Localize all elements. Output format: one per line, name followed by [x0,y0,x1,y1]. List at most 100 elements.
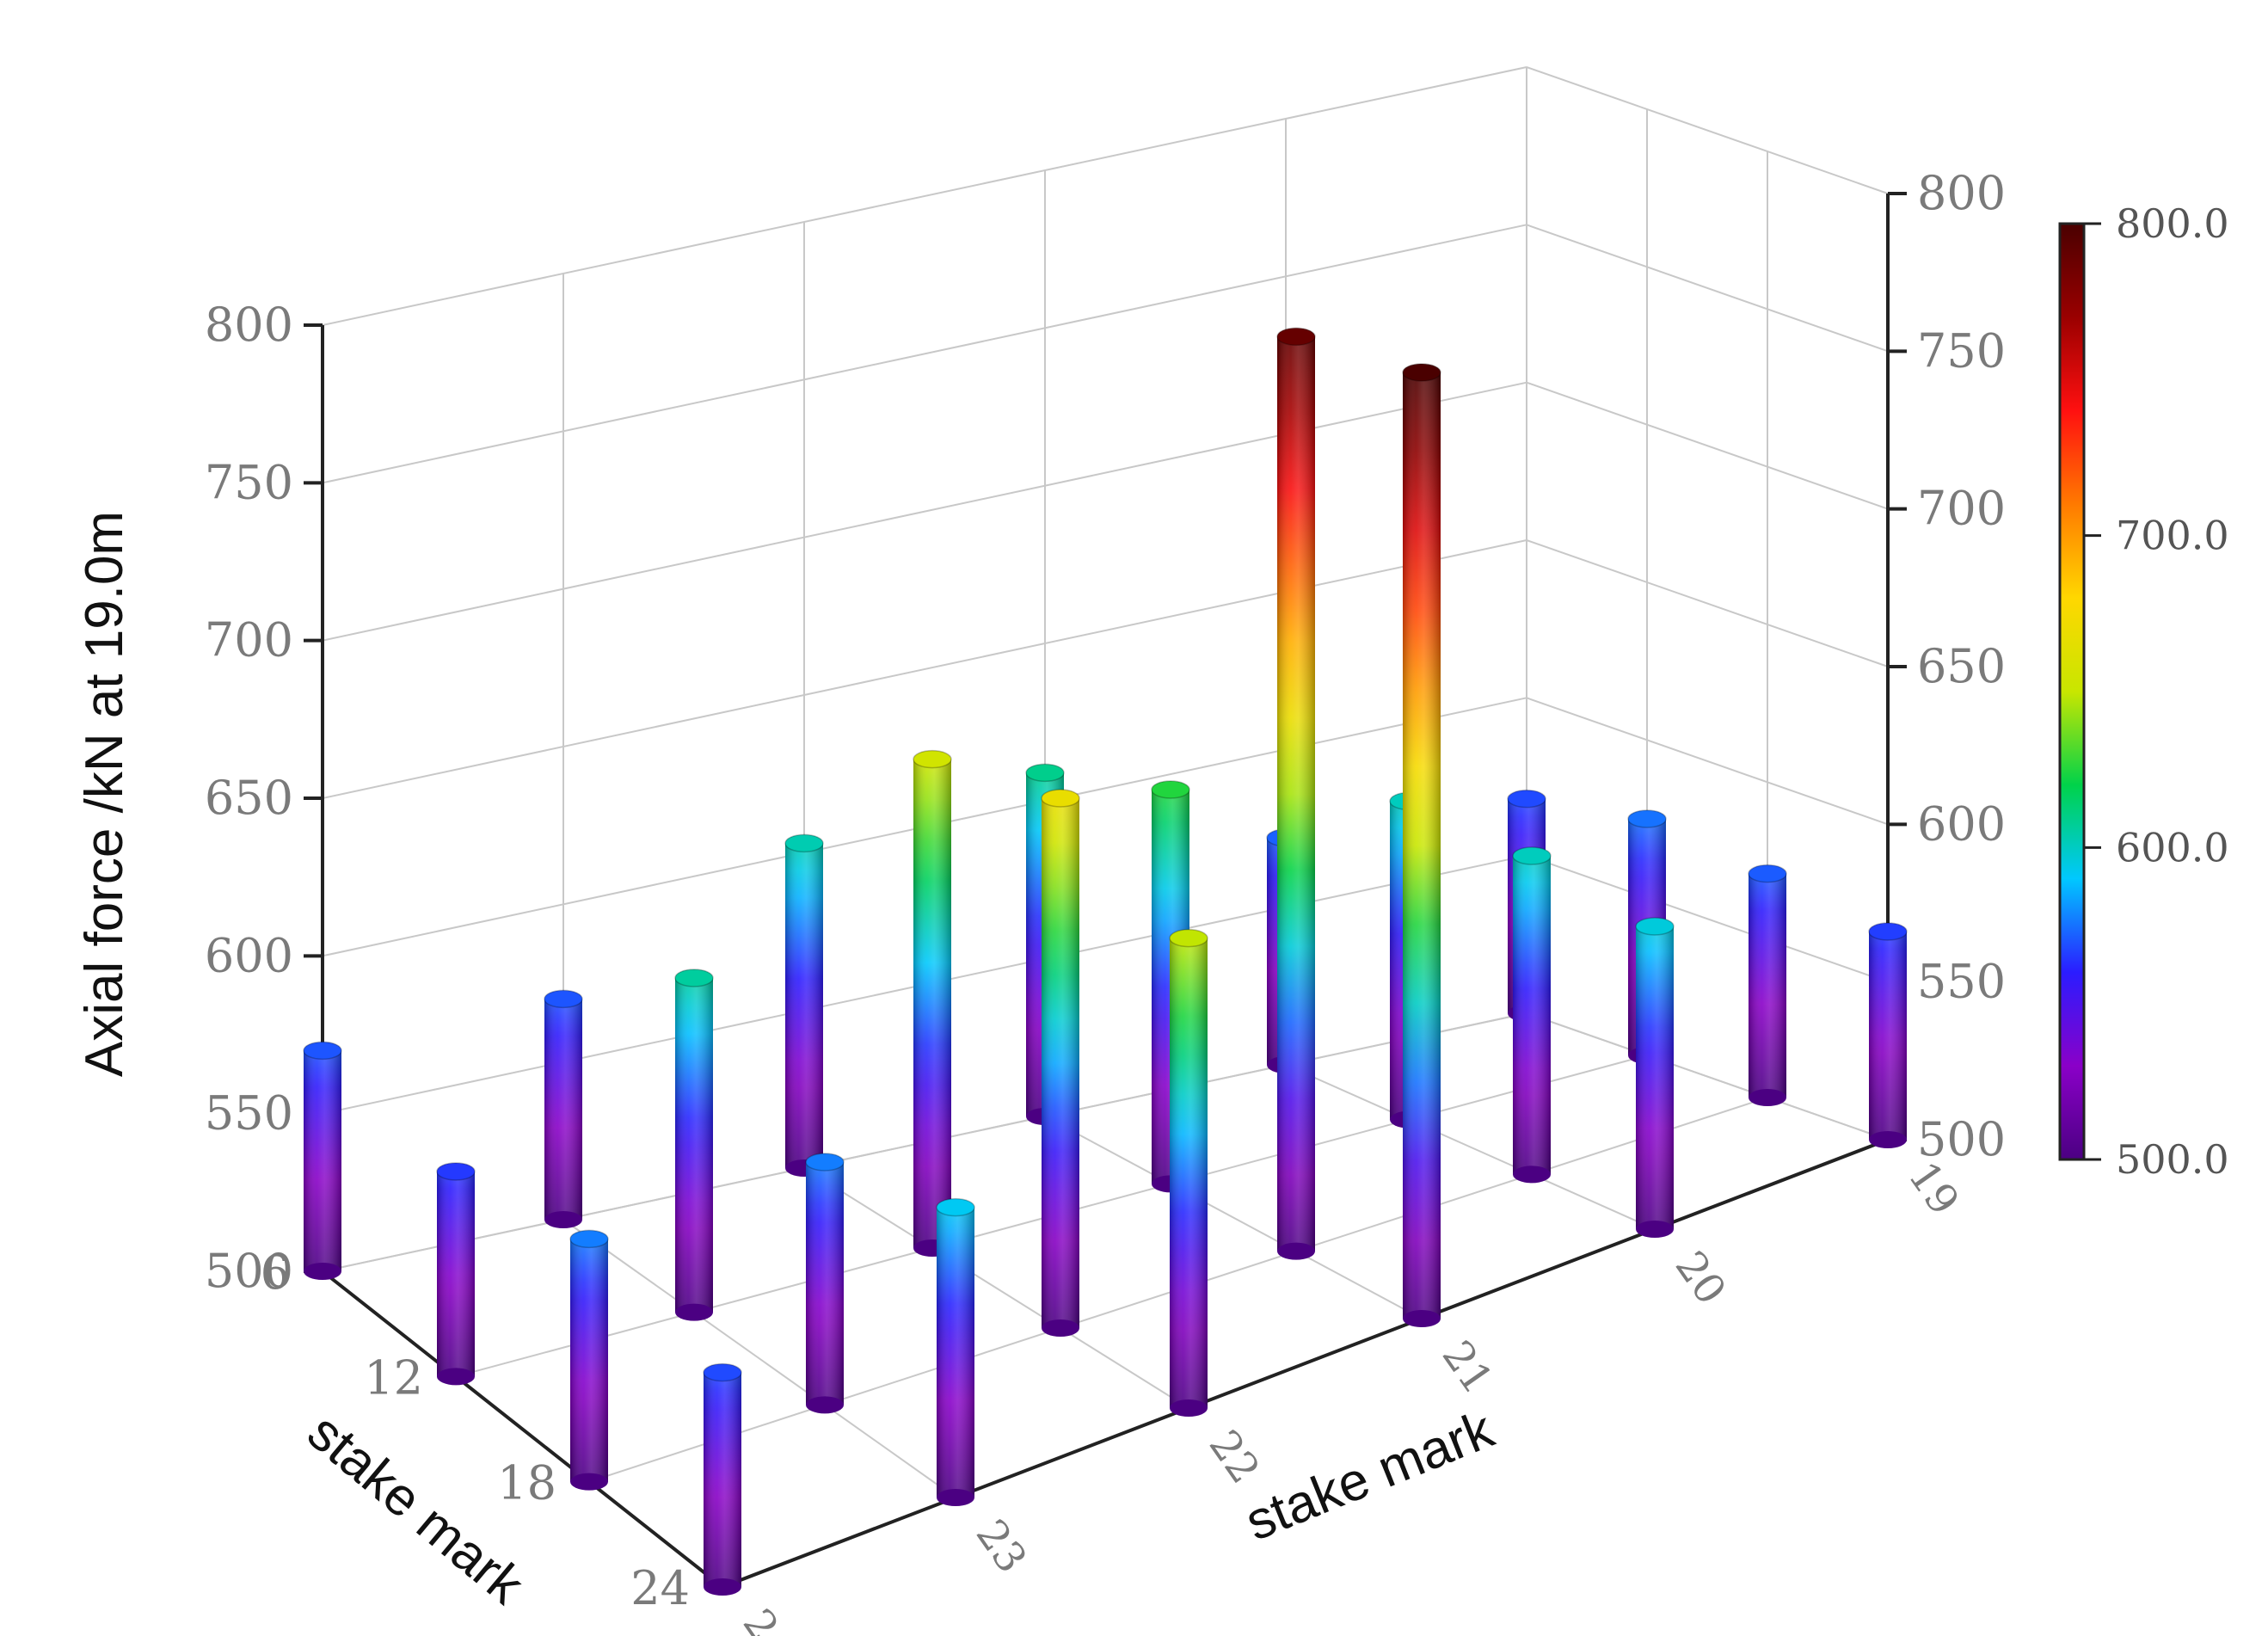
colorbar-ticks: 800.0 700.0 600.0 500.0 [2084,200,2229,1183]
bar-top [1025,763,1065,783]
bar-top [784,833,824,853]
bar-shade [1869,932,1907,1140]
bar-shade [913,759,951,1248]
bar-top [569,1229,609,1249]
bar-shade [570,1239,608,1482]
bar-shade [1749,873,1786,1098]
z-tick-label-left: 500 [205,1244,293,1298]
bar-shade [704,1372,741,1587]
bar-base [1749,1089,1786,1106]
grid-line-back [322,539,1527,799]
bar-shade [785,843,823,1168]
z-tick-label-left: 550 [205,1086,293,1141]
bar [1748,864,1787,1106]
bar-base [1869,1131,1907,1148]
bar [1635,917,1675,1238]
x-tick-label: 6 [261,1245,290,1300]
bar [913,749,952,1257]
bar-shade [1636,926,1674,1229]
bar-top [1169,928,1208,948]
bar-top [1627,809,1667,828]
bar-base [570,1473,608,1491]
colorbar-tick-label: 800.0 [2116,200,2229,247]
bar-base [806,1396,844,1414]
bar-top [703,1362,742,1382]
z-axis-title: Axial force /kN at 19.0m [75,511,134,1077]
bar-top [1151,780,1190,799]
bar-top [1507,789,1546,809]
bar-top [436,1162,476,1181]
y-axis [722,1138,1889,1589]
y-tick-label: 24 [734,1601,803,1636]
bar [436,1162,476,1386]
bar [703,1362,742,1596]
bar-base [704,1578,741,1596]
bar-shade [544,999,582,1220]
bar-top [674,969,714,987]
grid-line-floor [1526,1012,1889,1141]
colorbar-tick-label: 600.0 [2116,824,2229,870]
y-tick-label: 21 [1433,1332,1503,1403]
bar-top [1041,789,1080,808]
bar-base [1403,1310,1441,1327]
bar-shade [675,978,713,1313]
bar [1169,928,1208,1417]
bar-shade [437,1172,475,1377]
z-tick-label-left: 800 [205,298,293,352]
z-tick-label-left: 700 [205,613,293,667]
bar-top [805,1153,845,1172]
bar-top [303,1041,342,1061]
y-tick-label: 22 [1200,1422,1269,1492]
bar-base [1636,1221,1674,1238]
x-tick-label: 18 [497,1456,556,1510]
grid-line-back [322,224,1527,484]
bar-base [937,1489,974,1506]
bar-shade [1170,938,1208,1408]
z-tick-label-right: 800 [1917,166,2006,220]
grid-line-floor [803,1167,1189,1409]
bar-shade [937,1207,974,1498]
bar [936,1197,975,1506]
bar-top [913,749,952,769]
bar-shade [1042,798,1079,1328]
z-tick-label-left: 600 [205,928,293,982]
bar [569,1229,609,1491]
z-tick-label-right: 550 [1917,955,2006,1009]
z-tick-label-left: 650 [205,771,293,825]
bar [544,989,583,1228]
bar [674,969,714,1321]
bar-top [1276,327,1316,347]
z-tick-label-left: 750 [205,455,293,509]
bar-base [1513,1165,1551,1184]
bar-shade [1513,856,1551,1175]
colorbar-tick-label: 700.0 [2116,513,2229,559]
bar [1041,789,1080,1337]
grid-line-back [322,381,1527,642]
grid-line-back [322,66,1527,326]
bar-base [1042,1319,1079,1337]
bar-shade [1403,372,1441,1319]
colorbar-tick-label: 500.0 [2116,1136,2229,1183]
bar-top [1512,846,1552,865]
bars [303,327,1908,1596]
y-tick-label: 20 [1666,1243,1736,1313]
bar-top [1635,917,1675,936]
bar [1512,846,1552,1184]
grid-line-side [1526,539,1889,667]
bar [1276,327,1316,1260]
bar-shade [806,1162,844,1405]
x-axis [321,1270,724,1589]
bar-base [544,1211,582,1228]
grid-line-side [1526,697,1889,826]
grid-line-floor [1044,1116,1423,1319]
bar-base [437,1368,475,1386]
bar-top [1402,363,1441,382]
bar [805,1153,845,1414]
bar-base [1277,1242,1315,1260]
bar-shade [1277,336,1315,1252]
bar [1402,363,1441,1327]
bar [1868,922,1908,1148]
z-tick-label-right: 700 [1917,482,2006,536]
grid-line-side [1526,224,1889,353]
bar [784,833,824,1177]
